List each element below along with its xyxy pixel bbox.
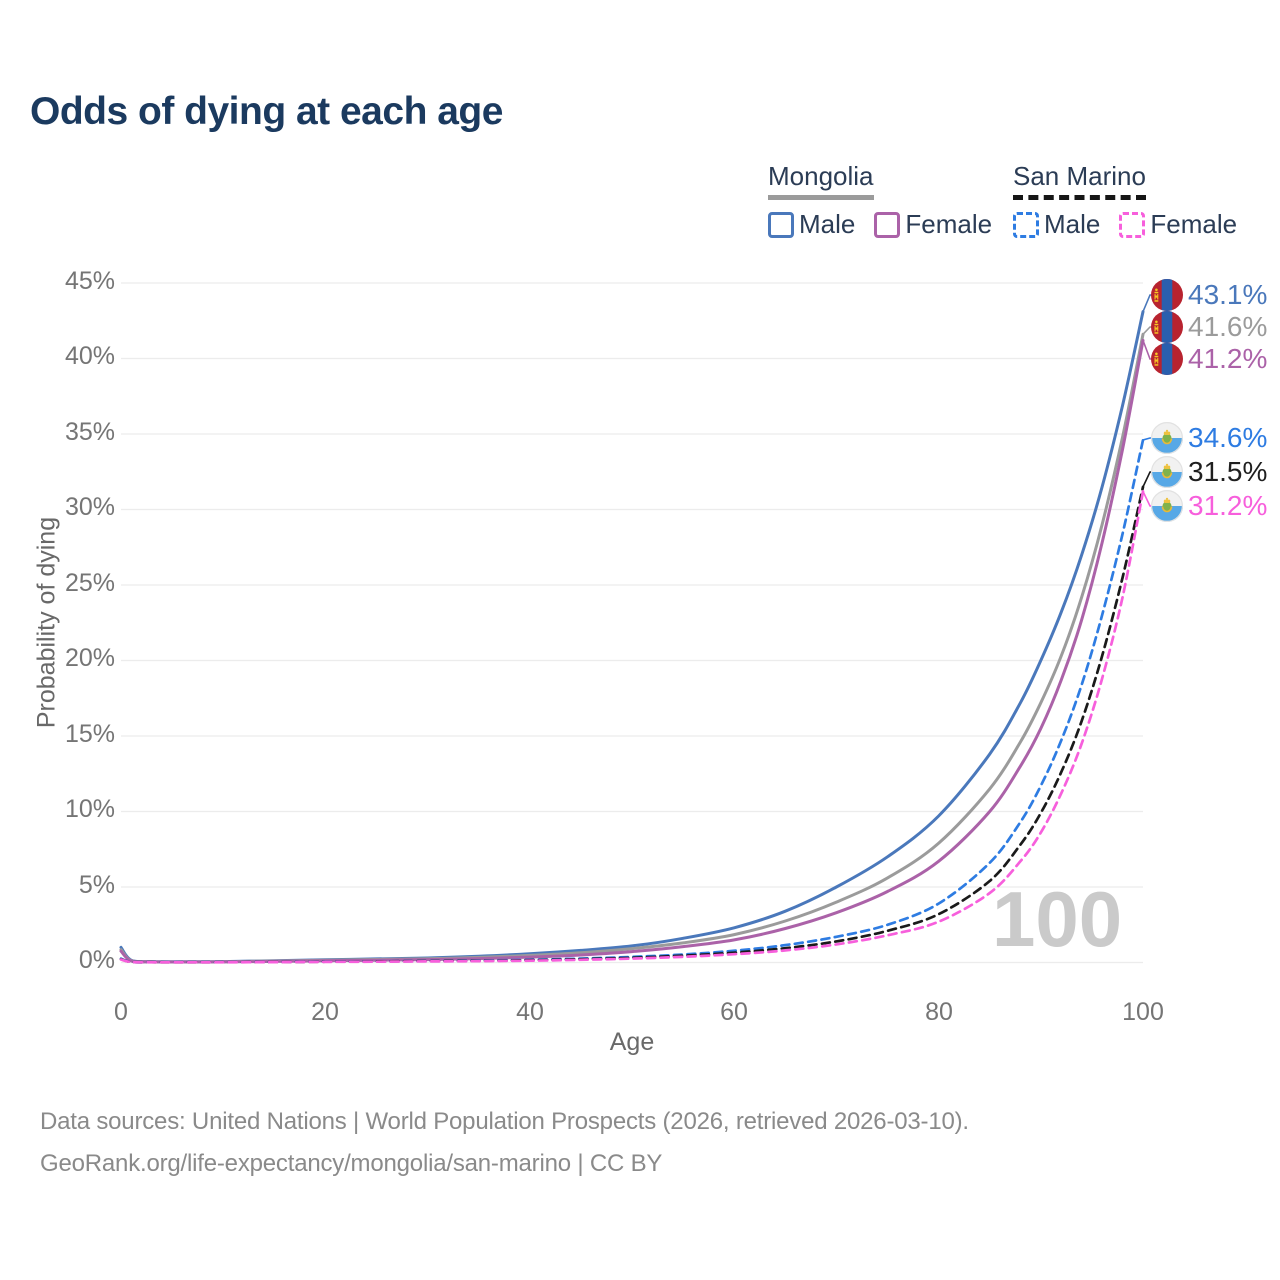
legend-country-mongolia: Mongolia [768, 161, 874, 200]
end-value: 41.6% [1188, 311, 1268, 342]
end-value: 31.2% [1188, 490, 1268, 521]
mongolia-flag-icon [1151, 311, 1183, 343]
age-watermark: 100 [992, 875, 1123, 963]
ytick-30: 30% [64, 493, 115, 521]
mongolia-male-label[interactable]: Male [799, 209, 856, 239]
xtick-0: 0 [114, 998, 128, 1026]
end-value: 41.2% [1188, 343, 1268, 374]
san-marino-flag-icon [1151, 490, 1183, 522]
mongolia-flag-icon [1151, 279, 1183, 311]
san-marino-female-checkbox[interactable] [1119, 211, 1146, 238]
mongolia-female-checkbox[interactable] [874, 211, 901, 238]
ytick-20: 20% [64, 644, 115, 672]
legend-group-mongolia: Mongolia Male Female [768, 161, 1011, 240]
end-value: 43.1% [1188, 279, 1268, 310]
legend-row-mongolia: Male Female [768, 209, 1011, 240]
xtick-40: 40 [516, 998, 544, 1026]
end-label-san-marino-female: 31.2% [1151, 489, 1267, 523]
xtick-80: 80 [925, 998, 953, 1026]
x-axis-title: Age [609, 1028, 655, 1056]
legend-group-san-marino: San Marino Male Female [1013, 161, 1256, 240]
end-value: 34.6% [1188, 422, 1268, 453]
ytick-0: 0% [78, 946, 115, 974]
end-label-san-marino-both: 31.5% [1151, 455, 1267, 489]
ytick-10: 10% [64, 795, 115, 823]
ytick-35: 35% [64, 418, 115, 446]
end-label-mongolia-both: 41.6% [1151, 310, 1267, 344]
end-label-san-marino-male: 34.6% [1151, 421, 1267, 455]
attribution-text: GeoRank.org/life-expectancy/mongolia/san… [40, 1150, 663, 1177]
page-title: Odds of dying at each age [30, 90, 503, 133]
mongolia-flag-icon [1151, 343, 1183, 375]
ytick-45: 45% [64, 267, 115, 295]
ytick-15: 15% [64, 720, 115, 748]
mongolia-female-label[interactable]: Female [905, 209, 993, 239]
san-marino-male-label[interactable]: Male [1044, 209, 1101, 239]
data-sources-text: Data sources: United Nations | World Pop… [40, 1108, 969, 1135]
ytick-5: 5% [78, 871, 115, 899]
end-label-mongolia-male: 43.1% [1151, 278, 1267, 312]
san-marino-flag-icon [1151, 422, 1183, 454]
xtick-100: 100 [1122, 998, 1164, 1026]
xtick-60: 60 [720, 998, 748, 1026]
mongolia-male-checkbox[interactable] [768, 211, 794, 238]
san-marino-flag-icon [1151, 456, 1183, 488]
end-value: 31.5% [1188, 456, 1268, 487]
legend-country-san-marino: San Marino [1013, 161, 1146, 200]
san-marino-female-label[interactable]: Female [1150, 209, 1238, 239]
ytick-25: 25% [64, 569, 115, 597]
legend-row-san-marino: Male Female [1013, 209, 1256, 240]
end-label-mongolia-female: 41.2% [1151, 342, 1267, 376]
san-marino-male-checkbox[interactable] [1013, 211, 1039, 238]
ytick-40: 40% [64, 342, 115, 370]
xtick-20: 20 [311, 998, 339, 1026]
